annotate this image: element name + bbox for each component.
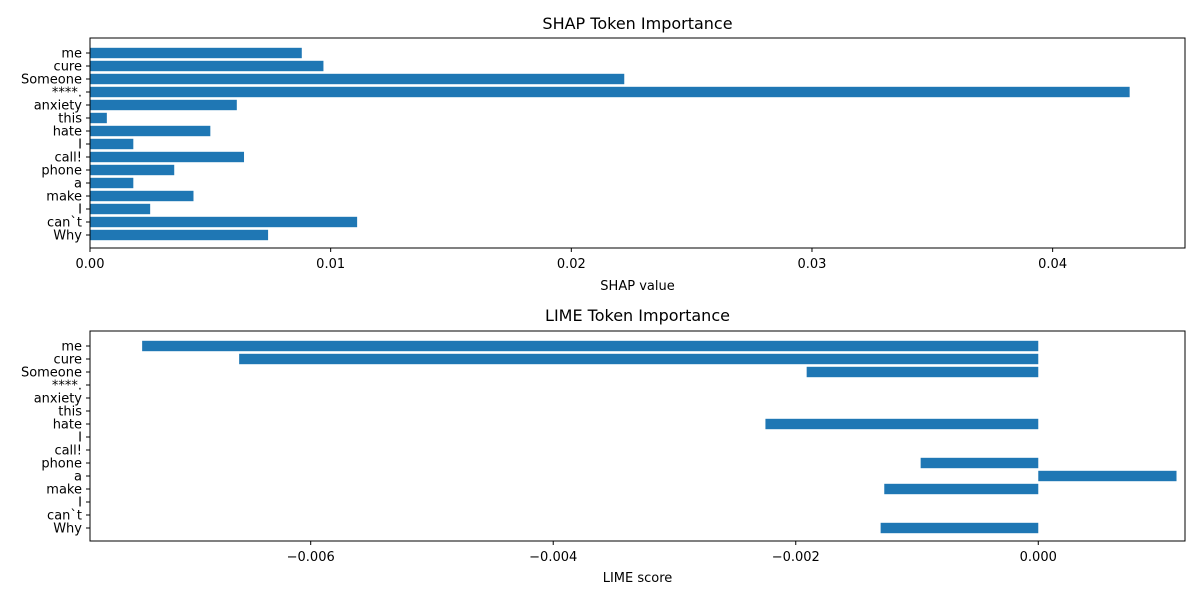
- shap-bar: [90, 112, 107, 124]
- lime-y-ticks: Whycan`tImakeaphonecall!Ihatethisanxiety…: [21, 340, 90, 537]
- lime-x-tick-label: 0.000: [1020, 550, 1057, 565]
- lime-y-tick-label: anxiety: [34, 392, 83, 407]
- lime-y-tick-label: ****.: [52, 379, 82, 394]
- shap-bar: [90, 203, 151, 215]
- lime-y-tick-label: can`t: [47, 509, 82, 524]
- shap-y-tick-label: I: [78, 203, 82, 218]
- lime-chart: LIME Token Importance Whycan`tImakeaphon…: [21, 306, 1186, 586]
- lime-y-tick-label: phone: [41, 457, 82, 472]
- lime-bar: [884, 483, 1039, 495]
- shap-x-tick-label: 0.00: [76, 257, 105, 272]
- shap-bars: [90, 47, 1130, 241]
- lime-bars: [142, 340, 1177, 534]
- lime-bar: [239, 353, 1039, 365]
- shap-bar: [90, 86, 1130, 98]
- shap-y-tick-label: phone: [41, 164, 82, 179]
- shap-y-tick-label: I: [78, 138, 82, 153]
- shap-x-tick-label: 0.01: [316, 257, 345, 272]
- lime-y-tick-label: a: [74, 470, 82, 485]
- shap-y-tick-label: Why: [53, 229, 82, 244]
- lime-y-tick-label: make: [46, 483, 82, 498]
- lime-bar: [142, 340, 1039, 352]
- lime-y-tick-label: Why: [53, 522, 82, 537]
- shap-plot-frame: [89, 37, 1186, 249]
- lime-bar: [806, 366, 1039, 378]
- lime-bar: [920, 457, 1039, 469]
- lime-x-tick-label: −0.006: [287, 550, 335, 565]
- lime-y-tick-label: I: [78, 431, 82, 446]
- lime-plot-frame: [89, 330, 1186, 542]
- shap-bar: [90, 125, 211, 137]
- shap-bar: [90, 60, 324, 72]
- shap-x-ticks: 0.00 0.01 0.02 0.03 0.04: [76, 248, 1067, 272]
- lime-y-tick-label: me: [61, 340, 82, 355]
- shap-y-tick-label: hate: [53, 125, 82, 140]
- lime-bar: [765, 418, 1039, 430]
- shap-y-tick-label: make: [46, 190, 82, 205]
- shap-y-tick-label: Someone: [21, 73, 82, 88]
- lime-y-tick-label: I: [78, 496, 82, 511]
- shap-y-tick-label: me: [61, 47, 82, 62]
- lime-x-tick-label: −0.004: [529, 550, 577, 565]
- lime-x-ticks: −0.006 −0.004 −0.002 0.000: [287, 541, 1057, 565]
- shap-y-tick-label: cure: [54, 60, 82, 75]
- shap-y-tick-label: can`t: [47, 216, 82, 231]
- lime-chart-title: LIME Token Importance: [545, 306, 730, 325]
- lime-y-tick-label: cure: [54, 353, 82, 368]
- lime-y-tick-label: hate: [53, 418, 82, 433]
- shap-bar: [90, 151, 245, 163]
- shap-x-tick-label: 0.04: [1038, 257, 1067, 272]
- shap-chart-title: SHAP Token Importance: [542, 14, 732, 33]
- shap-y-tick-label: call!: [54, 151, 82, 166]
- shap-bar: [90, 47, 302, 59]
- shap-bar: [90, 229, 269, 241]
- lime-x-axis-label: LIME score: [603, 571, 673, 586]
- lime-y-tick-label: call!: [54, 444, 82, 459]
- shap-y-tick-label: this: [58, 112, 82, 127]
- shap-chart: SHAP Token Importance Whycan`tImakeaphon…: [21, 14, 1186, 294]
- shap-x-axis-label: SHAP value: [600, 279, 674, 294]
- lime-bar: [880, 522, 1039, 534]
- shap-y-tick-label: ****.: [52, 86, 82, 101]
- shap-x-tick-label: 0.03: [798, 257, 827, 272]
- lime-x-tick-label: −0.002: [772, 550, 820, 565]
- shap-bar: [90, 73, 625, 85]
- shap-bar: [90, 190, 194, 202]
- shap-bar: [90, 99, 237, 111]
- shap-bar: [90, 177, 134, 189]
- shap-y-tick-label: a: [74, 177, 82, 192]
- shap-y-tick-label: anxiety: [34, 99, 83, 114]
- lime-bar: [1038, 470, 1177, 482]
- lime-y-tick-label: Someone: [21, 366, 82, 381]
- shap-bar: [90, 216, 358, 228]
- shap-bar: [90, 138, 134, 150]
- lime-y-tick-label: this: [58, 405, 82, 420]
- shap-x-tick-label: 0.02: [557, 257, 586, 272]
- shap-bar: [90, 164, 175, 176]
- shap-y-ticks: Whycan`tImakeaphonecall!Ihatethisanxiety…: [21, 47, 90, 244]
